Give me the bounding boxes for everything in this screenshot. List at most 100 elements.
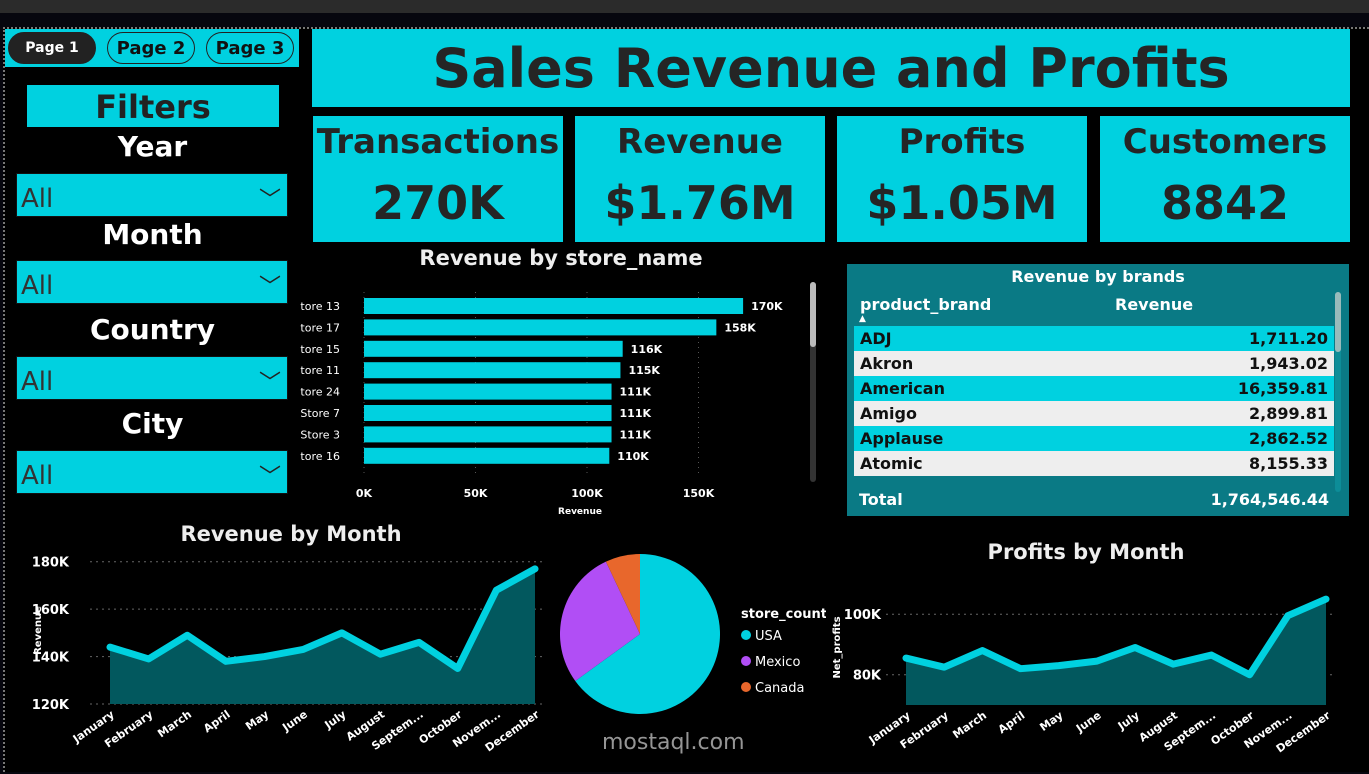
x-tick-label: 100K: [571, 487, 603, 500]
table-row[interactable]: American 16,359.81: [854, 376, 1334, 401]
x-tick-label: April: [996, 709, 1028, 736]
column-header-revenue[interactable]: Revenue: [1115, 295, 1194, 314]
revenue-cell: 2,862.52: [1249, 429, 1328, 448]
category-label: Store 16: [300, 450, 340, 463]
legend-item[interactable]: Canada: [741, 681, 804, 696]
year-value: All: [21, 184, 54, 214]
brands-table: Revenue by brands product_brand ▲ Revenu…: [847, 264, 1349, 516]
legend-title: store_countr: [741, 607, 834, 622]
pie-slice-mexico: [560, 561, 640, 682]
page-3-button[interactable]: Page 3: [206, 32, 294, 64]
category-label: Store 7: [300, 407, 340, 420]
kpi-value: 270K: [372, 176, 504, 230]
revenue-cell: 1,711.20: [1249, 329, 1328, 348]
table-row[interactable]: Akron 1,943.02: [854, 351, 1334, 376]
year-label: Year: [117, 130, 188, 163]
kpi-label: Transactions: [316, 122, 560, 162]
city-label: City: [121, 407, 184, 440]
pie-svg: [560, 554, 720, 714]
page-nav: Page 1 Page 2 Page 3: [5, 29, 299, 67]
y-tick-label: 160K: [32, 603, 70, 618]
kpi-transactions: Transactions 270K: [313, 116, 563, 242]
city-dropdown[interactable]: All ﹀: [16, 450, 288, 494]
bar: [364, 340, 623, 357]
kpi-profits: Profits $1.05M: [837, 116, 1087, 242]
brand-cell: Atomic: [860, 454, 923, 473]
kpi-label: Customers: [1122, 122, 1328, 162]
data-label: 158K: [724, 321, 756, 334]
table-row[interactable]: Applause 2,862.52: [854, 426, 1334, 451]
table-row[interactable]: Amigo 2,899.81: [854, 401, 1334, 426]
y-tick-label: 120K: [32, 698, 70, 713]
chevron-down-icon: ﹀: [258, 371, 281, 396]
x-tick-label: March: [155, 708, 194, 741]
y-tick-label: 80K: [853, 669, 882, 684]
area-fill: [906, 599, 1326, 705]
month-dropdown[interactable]: All ﹀: [16, 260, 288, 304]
y-tick-label: 100K: [844, 608, 882, 623]
column-header-brand[interactable]: product_brand: [860, 295, 992, 314]
y-tick-label: 140K: [32, 651, 70, 666]
bar: [364, 383, 612, 400]
watermark: mostaql.com: [602, 730, 745, 755]
bar: [364, 447, 610, 464]
data-label: 116K: [631, 343, 663, 356]
month-value: All: [21, 271, 54, 301]
revenue-cell: 2,899.81: [1249, 404, 1328, 423]
legend-label: USA: [755, 629, 782, 644]
bar: [364, 362, 621, 379]
kpi-label: Revenue: [617, 122, 783, 162]
country-pie-chart: store_countr USA Mexico Canada mostaql.com: [557, 545, 833, 770]
kpi-value: $1.76M: [604, 176, 796, 230]
x-tick-label: March: [950, 709, 989, 742]
pie-slice-usa: [575, 554, 720, 714]
total-value: 1,764,546.44: [1210, 490, 1329, 509]
table-row[interactable]: Atomic 8,155.33: [854, 451, 1334, 476]
bar: [364, 426, 612, 443]
legend-dot-icon: [741, 630, 751, 640]
x-tick-label: June: [1073, 709, 1104, 736]
country-dropdown[interactable]: All ﹀: [16, 356, 288, 400]
page-1-button[interactable]: Page 1: [8, 32, 96, 64]
legend-item[interactable]: Mexico: [741, 655, 804, 670]
pie-slice-canada: [605, 554, 640, 634]
x-tick-label: 150K: [683, 487, 715, 500]
legend-label: Canada: [755, 681, 805, 696]
x-tick-label: July: [322, 708, 349, 732]
profits-month-chart: Profits by Month 80K 100K January February M…: [826, 530, 1346, 770]
chevron-down-icon: ﹀: [258, 465, 281, 490]
category-label: Store 3: [300, 428, 340, 441]
category-label: Store 15: [300, 343, 340, 356]
y-axis-label: Net_profits: [832, 616, 843, 678]
chart-title: Revenue by Month: [180, 522, 402, 546]
sort-ascending-icon: ▲: [859, 314, 866, 324]
area-fill: [110, 568, 535, 704]
revenue-cell: 16,359.81: [1237, 379, 1328, 398]
table-row[interactable]: ADJ 1,711.20: [854, 326, 1334, 351]
y-axis-label: Revenue: [33, 606, 44, 655]
category-label: Store 13: [300, 300, 340, 313]
legend-dot-icon: [741, 656, 751, 666]
brand-cell: Akron: [860, 354, 914, 373]
page-title: Sales Revenue and Profits: [312, 29, 1350, 107]
kpi-value: 8842: [1160, 176, 1290, 230]
category-label: Store 17: [300, 321, 340, 334]
brand-cell: Applause: [860, 429, 944, 448]
filters-heading: Filters: [27, 85, 279, 127]
scrollbar-thumb: [810, 282, 816, 347]
page-2-button[interactable]: Page 2: [107, 32, 195, 64]
x-tick-label: 0K: [356, 487, 373, 500]
chart-title: Profits by Month: [987, 540, 1185, 564]
category-label: Store 11: [300, 364, 340, 377]
legend-item[interactable]: USA: [741, 629, 804, 644]
data-label: 110K: [617, 450, 649, 463]
table-scrollbar[interactable]: [1335, 292, 1341, 492]
city-value: All: [21, 461, 54, 491]
x-tick-label: 50K: [464, 487, 488, 500]
year-dropdown[interactable]: All ﹀: [16, 173, 288, 217]
table-title: Revenue by brands: [1011, 267, 1185, 286]
revenue-month-chart: Revenue by Month 120K 140K 160K 180K January…: [27, 520, 555, 770]
data-label: 111K: [620, 428, 652, 441]
data-label: 170K: [751, 300, 783, 313]
